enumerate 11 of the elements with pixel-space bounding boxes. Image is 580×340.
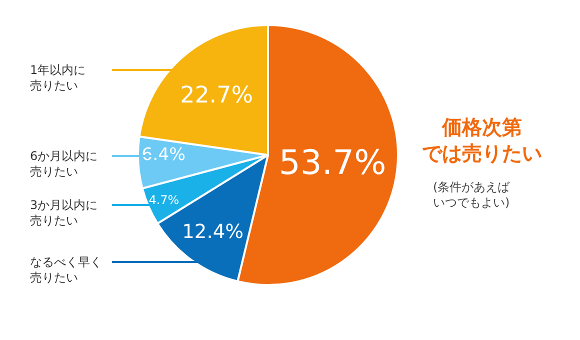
slice-label: 6か月以内に売りたい: [30, 149, 98, 179]
slice-label: なるべく早く売りたい: [30, 255, 102, 285]
data-label: 6.4%: [142, 145, 186, 165]
data-label: 12.4%: [182, 220, 244, 243]
data-label: 4.7%: [148, 192, 180, 207]
slice-label: 3か月以内に売りたい: [30, 198, 98, 228]
text: (条件があえばいつでもよい): [433, 180, 511, 210]
data-label: 22.7%: [180, 82, 253, 109]
slice-label: 価格次第では売りたい: [422, 115, 542, 165]
data-label: 53.7%: [278, 143, 386, 182]
slice-label: 1年以内に売りたい: [30, 63, 86, 93]
